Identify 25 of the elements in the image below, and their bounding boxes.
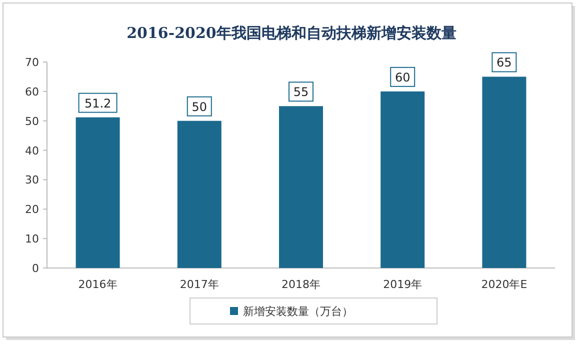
x-tick-label: 2017年 <box>180 278 219 291</box>
y-tick-label: 20 <box>25 203 39 216</box>
bar <box>482 76 526 268</box>
x-tick-label: 2018年 <box>282 278 320 291</box>
y-tick-label: 50 <box>25 114 39 128</box>
bar <box>380 91 425 268</box>
legend-label: 新增安装数量（万台） <box>243 305 353 318</box>
bar <box>279 106 323 268</box>
data-label: 60 <box>394 70 410 84</box>
x-tick-label: 2020年E <box>481 278 528 291</box>
chart-title: 2016-2020年我国电梯和自动扶梯新增安装数量 <box>126 24 456 42</box>
y-tick-label: 30 <box>25 174 39 187</box>
data-label: 65 <box>496 56 512 70</box>
x-tick-label: 2019年 <box>383 278 422 291</box>
bar <box>177 120 222 268</box>
y-tick-label: 0 <box>32 262 39 275</box>
data-label: 50 <box>192 100 208 114</box>
y-tick-label: 40 <box>25 144 39 158</box>
y-tick-label: 60 <box>25 85 39 98</box>
y-tick-label: 70 <box>25 56 39 69</box>
x-tick-label: 2016年 <box>78 278 118 291</box>
y-tick-label: 10 <box>25 232 39 246</box>
data-label: 51.2 <box>84 96 112 110</box>
data-label: 55 <box>293 85 309 100</box>
bar <box>76 117 120 268</box>
